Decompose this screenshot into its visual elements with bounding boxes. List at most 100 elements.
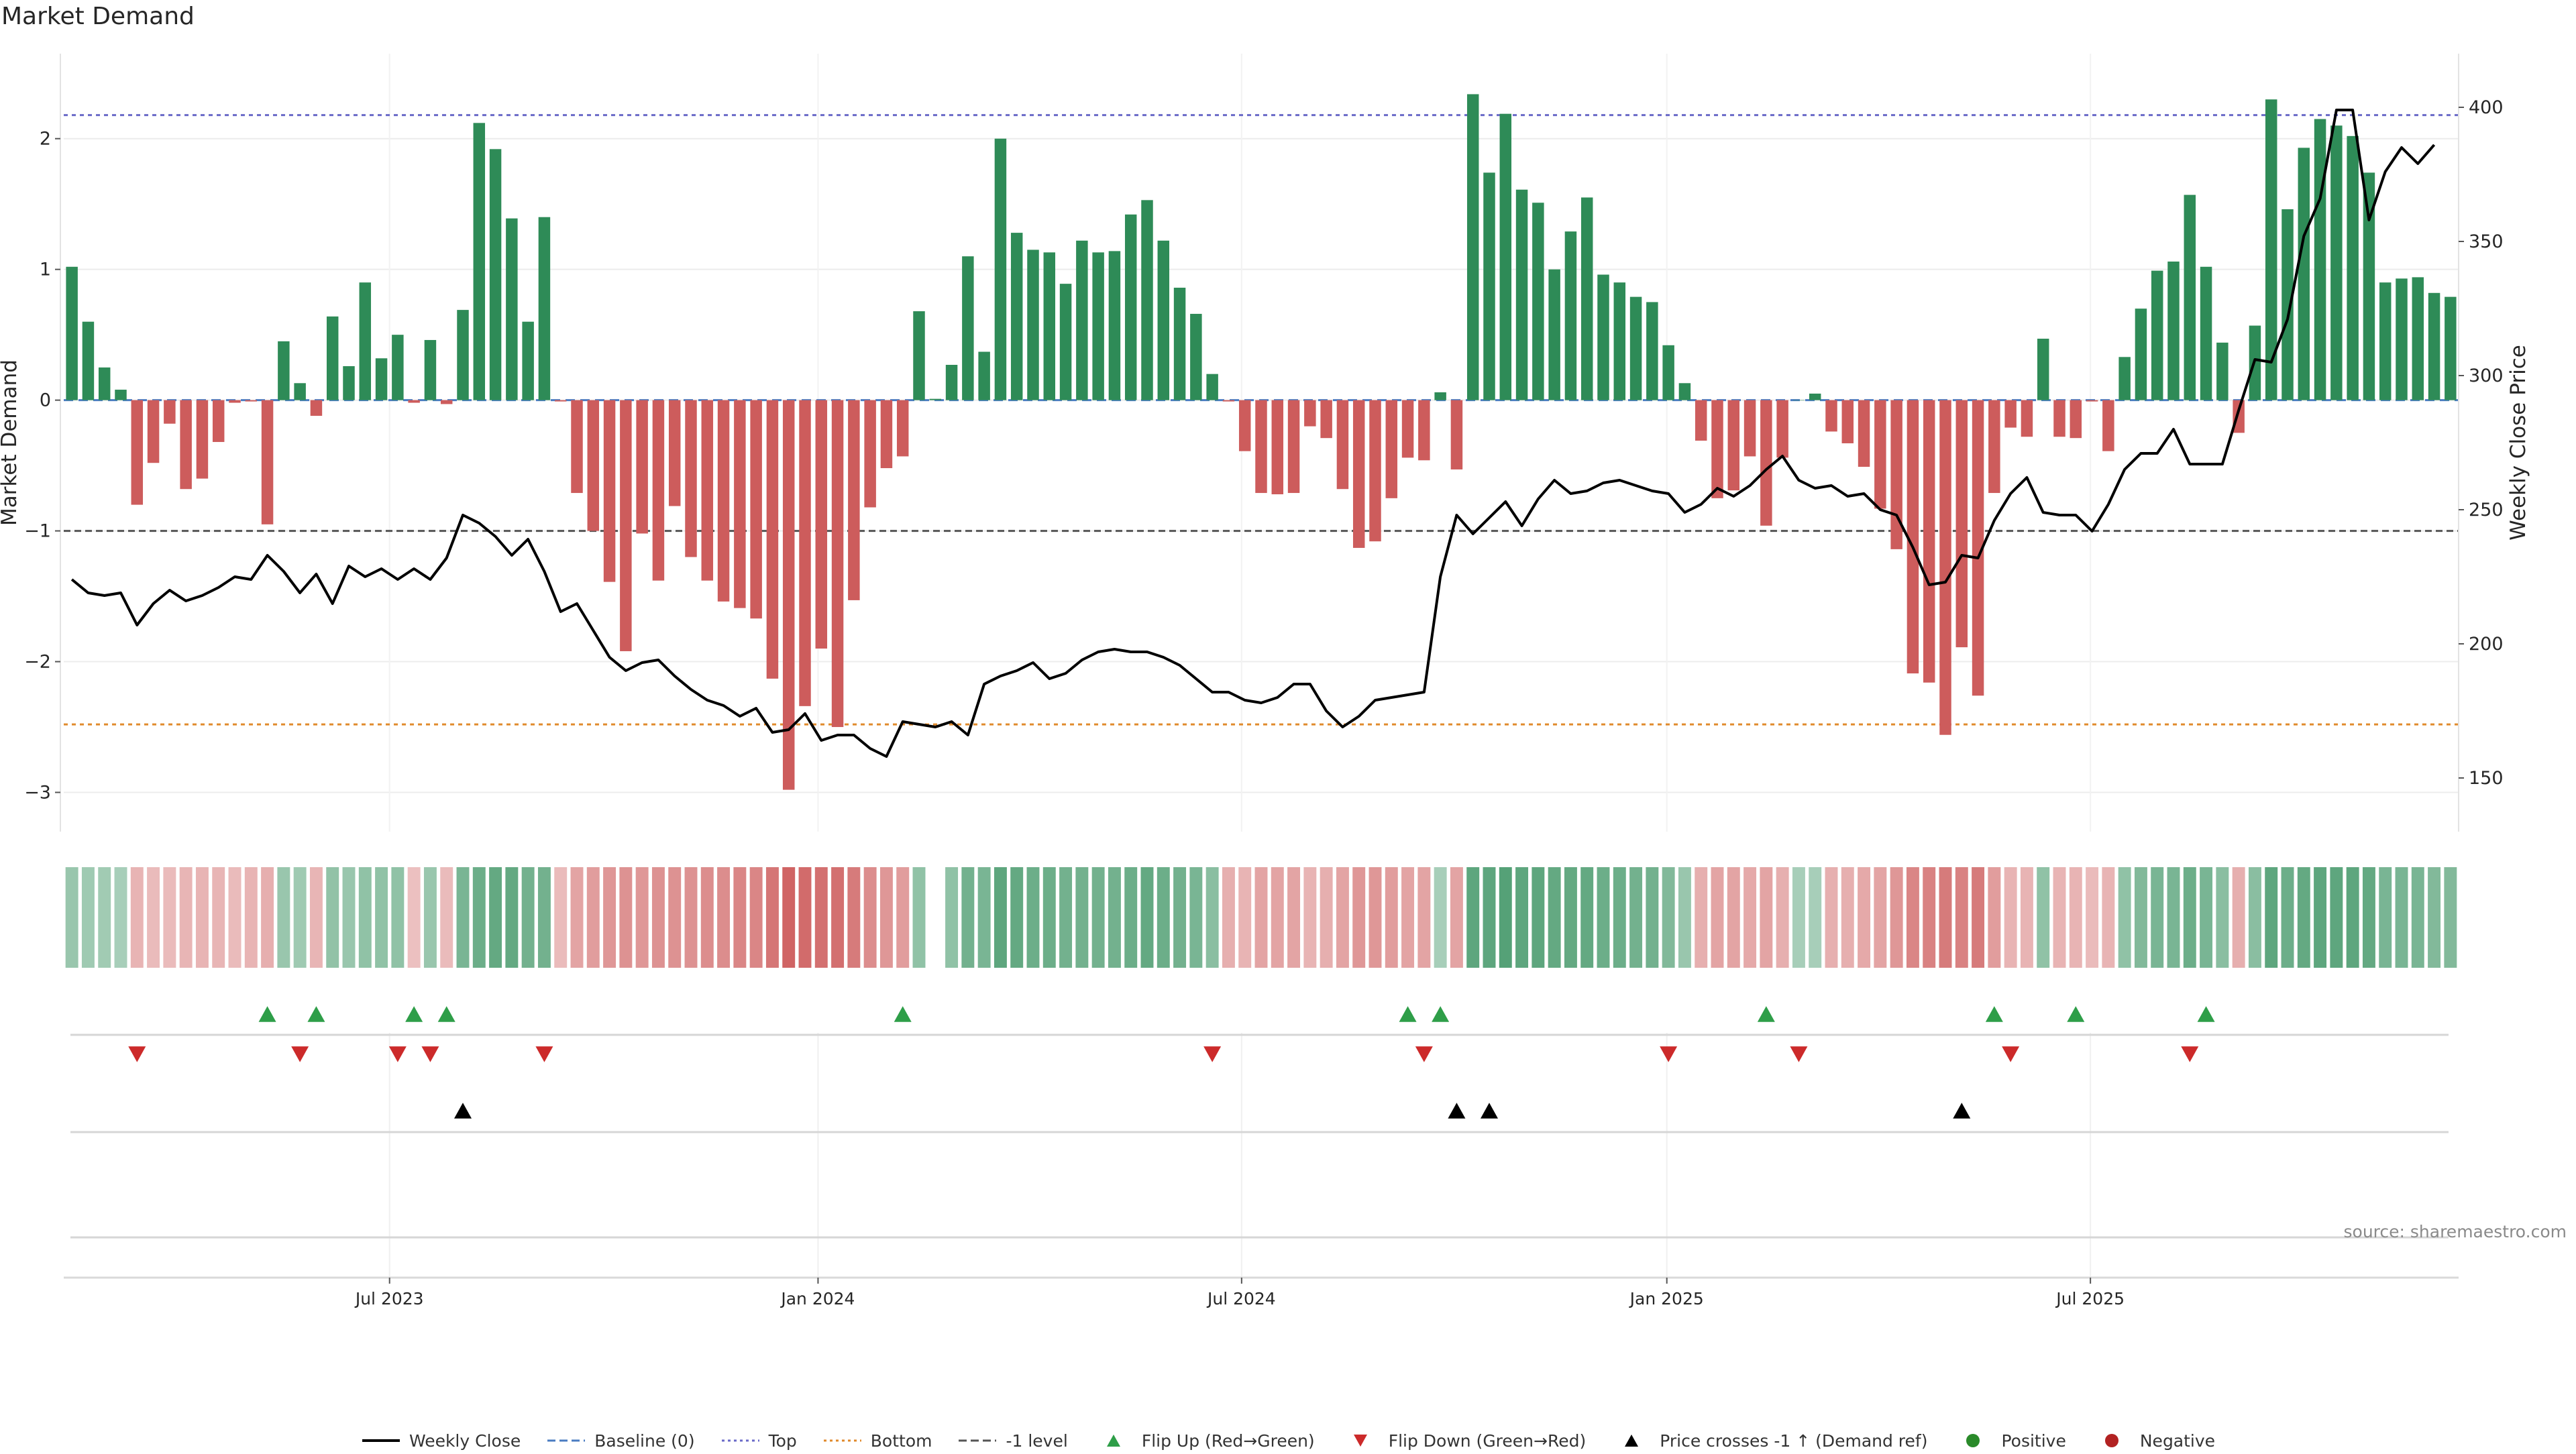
heat-cell (2379, 867, 2392, 968)
flip-down-marker (2181, 1046, 2199, 1062)
demand-bar (2363, 172, 2375, 400)
x-tick-label: Jul 2025 (2055, 1289, 2125, 1308)
demand-bar (603, 400, 616, 582)
heat-cell (2183, 867, 2196, 968)
legend-label: -1 level (1006, 1431, 1068, 1451)
y2-tick-label: 350 (2469, 231, 2504, 252)
demand-bar (750, 400, 762, 619)
demand-bar (1695, 400, 1707, 441)
heat-cell (586, 867, 600, 968)
heat-cell (635, 867, 649, 968)
heat-cell (1042, 867, 1056, 968)
heat-cell (733, 867, 747, 968)
heat-cell (1955, 867, 1968, 968)
heat-cell (2395, 867, 2408, 968)
demand-bar (66, 266, 78, 400)
heat-cell (1450, 867, 1463, 968)
demand-bar (880, 400, 893, 469)
demand-bar (538, 217, 551, 400)
demand-bar (1124, 214, 1137, 400)
demand-bar (1613, 282, 1626, 400)
demand-bar (1743, 400, 1756, 457)
demand-bar (1418, 400, 1430, 461)
demand-bar (506, 218, 518, 400)
price-cross-marker (1953, 1103, 1971, 1119)
legend-symbol-icon (1625, 1435, 1639, 1447)
legend-item: Top (720, 1431, 797, 1451)
legend-label: Weekly Close (409, 1431, 521, 1451)
flip-down-marker (1660, 1046, 1678, 1062)
demand-bar (245, 400, 258, 402)
demand-bar (98, 367, 111, 400)
price-cross-marker (454, 1103, 472, 1119)
heat-cell (423, 867, 437, 968)
demand-bar (2086, 400, 2098, 402)
heat-cell (2151, 867, 2164, 968)
demand-bar (359, 282, 372, 400)
flip-up-marker (437, 1006, 455, 1022)
heat-cell (863, 867, 877, 968)
demand-bar (2053, 400, 2065, 437)
y2-tick-label: 150 (2469, 768, 2504, 789)
flip-up-marker (1985, 1006, 2003, 1022)
demand-bar (815, 400, 828, 649)
heat-cell (1825, 867, 1838, 968)
heat-cell (1352, 867, 1366, 968)
demand-bar (668, 400, 681, 506)
heat-cell (130, 867, 144, 968)
heat-cell (195, 867, 209, 968)
heat-cell (309, 867, 323, 968)
heat-cell (684, 867, 698, 968)
heat-cell (717, 867, 731, 968)
legend-symbol-icon (1106, 1435, 1120, 1447)
flip-up-marker (405, 1006, 423, 1022)
heat-cell (2216, 867, 2229, 968)
grid-layer (64, 54, 2459, 1281)
heat-cell (1532, 867, 1545, 968)
heat-cell (651, 867, 665, 968)
demand-bar (2428, 292, 2440, 400)
heat-cell (1890, 867, 1903, 968)
time-axis: Jul 2023 Jan 2024 Jul 2024 Jan 2025 Jul 2025 (64, 1276, 2459, 1308)
demand-bar (1466, 94, 1479, 400)
price-cross-marker (1448, 1103, 1466, 1119)
demand-bar (1352, 400, 1365, 548)
flip-down-marker (421, 1046, 439, 1062)
demand-bar (1972, 400, 1984, 696)
demand-bar (2265, 99, 2277, 400)
heat-cell (1173, 867, 1187, 968)
flip-up-marker (2197, 1006, 2215, 1022)
y2-tick-label: 300 (2469, 366, 2504, 386)
heat-cell (2102, 867, 2115, 968)
heat-cell (1613, 867, 1626, 968)
heat-cell (1906, 867, 1919, 968)
heat-cell (1939, 867, 1952, 968)
demand-bar (1499, 113, 1512, 400)
heat-cell (147, 867, 160, 968)
demand-bar (1206, 374, 1218, 400)
demand-bar (1010, 233, 1023, 400)
heat-cell (1010, 867, 1024, 968)
heat-cell (1124, 867, 1138, 968)
demand-bar (343, 366, 355, 400)
demand-bar (1858, 400, 1870, 467)
demand-bar (1027, 249, 1039, 400)
heat-cell (261, 867, 274, 968)
price-cross-marker (1481, 1103, 1498, 1119)
demand-bar (636, 400, 648, 534)
legend-item: Bottom (822, 1431, 932, 1451)
heat-cell (1075, 867, 1089, 968)
flip-up-marker (1757, 1006, 1775, 1022)
heat-cell (1727, 867, 1740, 968)
demand-bar (1515, 189, 1528, 400)
heat-cell (1417, 867, 1431, 968)
heat-cell (114, 867, 127, 968)
heat-cell (1271, 867, 1284, 968)
y2-tick-label: 250 (2469, 500, 2504, 520)
heat-cell (1157, 867, 1170, 968)
heat-cell (65, 867, 78, 968)
demand-bar (1662, 345, 1674, 400)
demand-bar (864, 400, 876, 508)
demand-bar (896, 400, 909, 457)
demand-bar (440, 400, 453, 404)
